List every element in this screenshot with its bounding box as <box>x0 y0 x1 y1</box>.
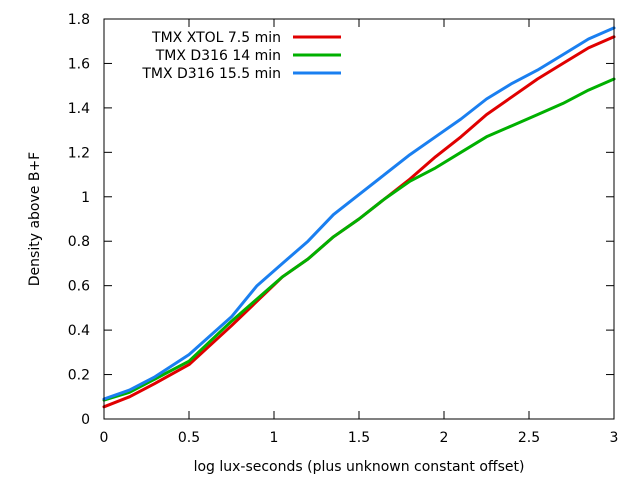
legend-label-2: TMX D316 14 min <box>155 48 281 64</box>
y-tick-label: 1.6 <box>68 56 90 72</box>
y-tick-label: 1.8 <box>68 12 90 28</box>
y-tick-label: 1.4 <box>68 101 90 117</box>
y-tick-label: 0 <box>81 412 90 428</box>
legend-label-3: TMX D316 15.5 min <box>141 66 281 82</box>
y-axis-title: Density above B+F <box>27 152 43 286</box>
y-tick-label: 1 <box>81 190 90 206</box>
x-tick-label: 0 <box>100 430 109 446</box>
series-line-2 <box>102 77 616 402</box>
y-tick-label: 0.2 <box>68 368 90 384</box>
y-tick-label: 1.2 <box>68 145 90 161</box>
y-tick-label: 0.8 <box>68 234 90 250</box>
x-axis-title: log lux-seconds (plus unknown constant o… <box>194 459 525 475</box>
x-tick-label: 2 <box>440 430 449 446</box>
series-layer <box>102 26 616 409</box>
ticks-layer: 0 0.5 1 1.5 2 2.5 3 0 0.2 0.4 0.6 0.8 1 1.2 1.4 1.6 1.8 <box>68 12 619 446</box>
legend-label-1: TMX XTOL 7.5 min <box>151 30 281 46</box>
legend: TMX XTOL 7.5 min TMX D316 14 min TMX D316 … <box>141 30 341 82</box>
x-tick-label: 0.5 <box>178 430 200 446</box>
x-tick-label: 1.5 <box>348 430 370 446</box>
y-tick-label: 0.4 <box>68 323 90 339</box>
series-line-3 <box>102 26 616 401</box>
x-tick-label: 3 <box>610 430 619 446</box>
x-tick-label: 2.5 <box>518 430 540 446</box>
x-tick-label: 1 <box>270 430 279 446</box>
series-line-1 <box>102 35 616 409</box>
y-tick-label: 0.6 <box>68 279 90 295</box>
